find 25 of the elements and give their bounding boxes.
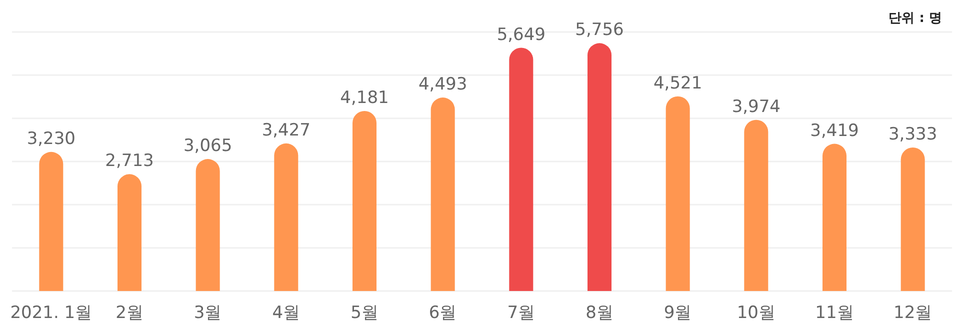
x-tick-label: 4월 xyxy=(272,303,300,323)
x-tick-label: 12월 xyxy=(894,303,932,323)
x-tick-label: 10월 xyxy=(736,303,776,323)
data-label: 2,713 xyxy=(105,151,154,172)
data-label: 4,181 xyxy=(340,88,389,108)
data-label: 4,521 xyxy=(653,73,702,94)
data-label: 5,756 xyxy=(575,20,624,40)
data-label: 3,065 xyxy=(183,136,232,156)
data-label: 3,230 xyxy=(26,128,76,149)
x-tick-label: 2021. 1월 xyxy=(10,303,92,323)
x-tick-label: 9월 xyxy=(664,303,692,323)
x-tick-label: 11월 xyxy=(815,303,854,323)
x-tick-label: 7월 xyxy=(507,303,536,323)
data-label: 4,493 xyxy=(418,74,468,95)
x-tick-label: 6월 xyxy=(428,303,457,323)
data-label: 3,419 xyxy=(810,120,859,141)
data-label: 5,649 xyxy=(496,24,546,45)
text: 단위 : 명 xyxy=(888,11,942,26)
data-label: 3,333 xyxy=(888,124,938,144)
x-tick-label: 2월 xyxy=(116,303,144,323)
x-tick-label: 3월 xyxy=(194,303,222,323)
data-label: 3,974 xyxy=(732,96,781,117)
x-tick-label: 5월 xyxy=(350,303,378,323)
data-label: 3,427 xyxy=(262,120,311,140)
x-tick-label: 8월 xyxy=(586,303,614,323)
